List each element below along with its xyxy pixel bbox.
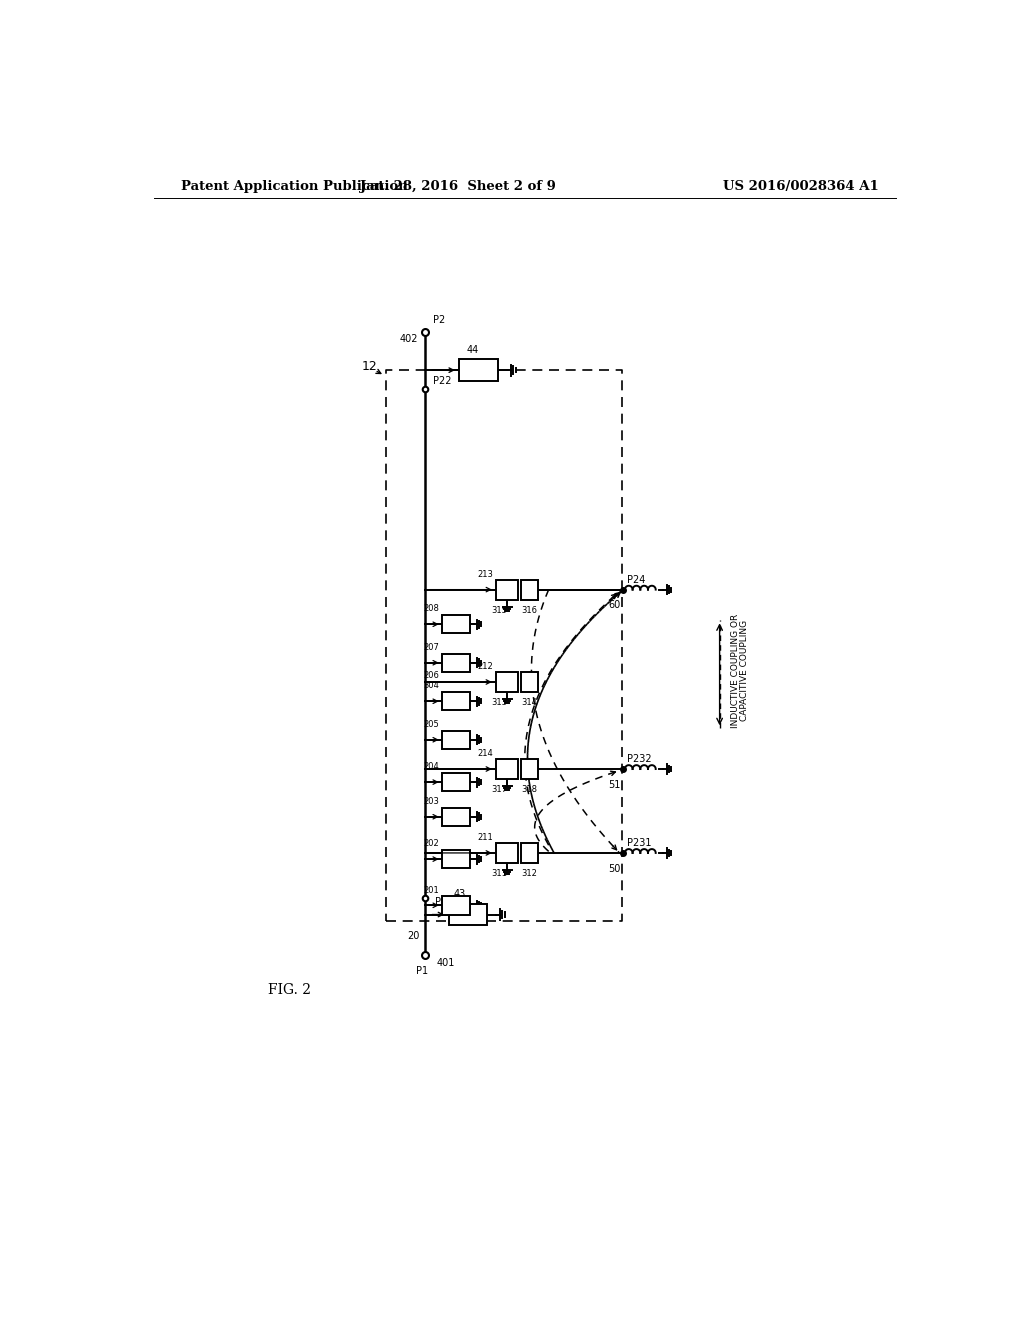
- Text: 311: 311: [492, 869, 507, 878]
- Text: 43: 43: [454, 890, 466, 899]
- Text: FIG. 2: FIG. 2: [267, 983, 310, 997]
- Text: 312: 312: [521, 869, 538, 878]
- Text: P232: P232: [628, 755, 652, 764]
- Text: Jan. 28, 2016  Sheet 2 of 9: Jan. 28, 2016 Sheet 2 of 9: [359, 181, 556, 194]
- Bar: [442, 730, 470, 748]
- Text: 313: 313: [492, 698, 507, 708]
- Text: 208: 208: [424, 605, 439, 614]
- Bar: [442, 615, 470, 634]
- Text: P231: P231: [628, 838, 651, 849]
- Text: 401: 401: [436, 958, 455, 968]
- Text: Patent Application Publication: Patent Application Publication: [180, 181, 408, 194]
- Text: 20: 20: [407, 931, 420, 941]
- Text: P1: P1: [416, 966, 428, 975]
- Text: CAPACITIVE COUPLING: CAPACITIVE COUPLING: [740, 620, 750, 721]
- Bar: [521, 672, 538, 692]
- Bar: [442, 896, 470, 915]
- Bar: [497, 579, 518, 599]
- Text: 201: 201: [424, 886, 439, 895]
- Text: 50: 50: [608, 863, 621, 874]
- Text: P24: P24: [628, 576, 645, 585]
- Bar: [449, 904, 487, 925]
- Text: 205: 205: [424, 719, 439, 729]
- Bar: [442, 808, 470, 826]
- Bar: [460, 359, 498, 381]
- Text: P21: P21: [435, 898, 453, 907]
- Text: 317: 317: [492, 785, 507, 795]
- Text: 402: 402: [399, 334, 418, 345]
- Bar: [442, 850, 470, 869]
- Text: 60: 60: [608, 601, 621, 610]
- Bar: [497, 843, 518, 863]
- Bar: [521, 759, 538, 779]
- Bar: [442, 774, 470, 792]
- Bar: [521, 843, 538, 863]
- Text: 211: 211: [477, 833, 494, 842]
- Text: 202: 202: [424, 840, 439, 849]
- Bar: [442, 692, 470, 710]
- Text: 212: 212: [477, 663, 494, 671]
- Text: 213: 213: [477, 570, 494, 579]
- Text: 44: 44: [466, 345, 478, 355]
- Text: 214: 214: [477, 750, 494, 758]
- Text: 315: 315: [492, 606, 507, 615]
- Bar: [497, 672, 518, 692]
- Bar: [442, 653, 470, 672]
- Text: 207: 207: [424, 643, 439, 652]
- Text: US 2016/0028364 A1: US 2016/0028364 A1: [723, 181, 879, 194]
- Text: 12: 12: [361, 360, 377, 372]
- Text: 203: 203: [424, 797, 439, 807]
- Bar: [521, 579, 538, 599]
- Text: P22: P22: [433, 376, 452, 385]
- Text: 206
304: 206 304: [424, 671, 439, 690]
- Text: 316: 316: [521, 606, 538, 615]
- Text: 318: 318: [521, 785, 538, 795]
- Text: 51: 51: [608, 780, 621, 789]
- Text: 314: 314: [521, 698, 538, 708]
- Text: 204: 204: [424, 763, 439, 771]
- Text: INDUCTIVE COUPLING OR: INDUCTIVE COUPLING OR: [731, 614, 740, 727]
- Text: P2: P2: [433, 315, 445, 326]
- Bar: [497, 759, 518, 779]
